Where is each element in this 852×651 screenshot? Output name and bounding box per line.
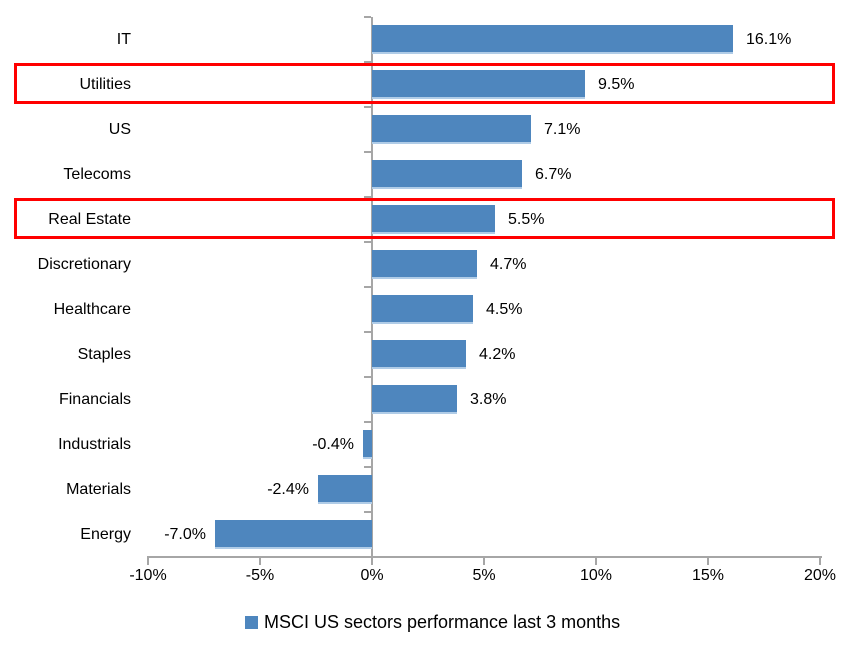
bar [372, 25, 733, 54]
x-axis-tick [707, 556, 709, 565]
category-label: Discretionary [37, 256, 131, 273]
x-axis-tick-label: -10% [129, 567, 167, 584]
bar [372, 250, 477, 279]
bar [372, 115, 531, 144]
y-axis-tick [364, 241, 371, 243]
value-label: 16.1% [746, 31, 792, 48]
x-axis-tick-label: 0% [360, 567, 384, 584]
bar [372, 160, 522, 189]
value-label: 7.1% [544, 121, 581, 138]
x-axis-tick-label: 20% [803, 567, 837, 584]
category-label: Energy [80, 526, 131, 543]
bar [318, 475, 372, 504]
value-label: 6.7% [535, 166, 572, 183]
category-label: Telecoms [63, 166, 131, 183]
y-axis-tick [364, 511, 371, 513]
y-axis-tick [364, 196, 371, 198]
x-axis-tick [819, 556, 821, 565]
y-axis-tick [364, 286, 371, 288]
bar [372, 295, 473, 324]
y-axis-tick [364, 16, 371, 18]
value-label: 3.8% [470, 391, 507, 408]
category-label: Healthcare [53, 301, 131, 318]
x-axis-tick [147, 556, 149, 565]
category-label: US [108, 121, 131, 138]
y-axis-line [371, 17, 373, 557]
category-label: Materials [66, 481, 131, 498]
bar [215, 520, 372, 549]
x-axis-tick [595, 556, 597, 565]
y-axis-tick [364, 421, 371, 423]
category-label: Staples [77, 346, 131, 363]
y-axis-tick [364, 466, 371, 468]
legend-label: MSCI US sectors performance last 3 month… [264, 612, 621, 632]
category-label: Real Estate [48, 211, 131, 228]
y-axis-tick [364, 106, 371, 108]
value-label: 4.2% [479, 346, 516, 363]
y-axis-tick [364, 61, 371, 63]
value-label: -0.4% [312, 436, 354, 453]
y-axis-tick [364, 376, 371, 378]
legend: MSCI US sectors performance last 3 month… [245, 612, 620, 633]
bar [372, 205, 495, 234]
category-label: Industrials [58, 436, 131, 453]
value-label: 5.5% [508, 211, 545, 228]
highlight-box-utilities [14, 63, 835, 104]
y-axis-tick [364, 331, 371, 333]
y-axis-tick [364, 151, 371, 153]
legend-swatch-icon [245, 616, 258, 629]
x-axis-tick-label: 15% [691, 567, 725, 584]
value-label: 4.5% [486, 301, 523, 318]
x-axis-tick [371, 556, 373, 565]
value-label: -2.4% [267, 481, 309, 498]
category-label: Financials [58, 391, 131, 408]
bar [372, 70, 585, 99]
bar [363, 430, 372, 459]
value-label: 9.5% [598, 76, 635, 93]
x-axis-tick-label: -5% [245, 567, 275, 584]
highlight-box-real-estate [14, 198, 835, 239]
x-axis-tick [483, 556, 485, 565]
category-label: IT [116, 31, 131, 48]
bar [372, 340, 466, 369]
category-label: Utilities [79, 76, 131, 93]
bar [372, 385, 457, 414]
value-label: 4.7% [490, 256, 527, 273]
x-axis-tick-label: 10% [579, 567, 613, 584]
x-axis-line [148, 556, 822, 558]
value-label: -7.0% [164, 526, 206, 543]
x-axis-tick [259, 556, 261, 565]
x-axis-tick-label: 5% [472, 567, 496, 584]
